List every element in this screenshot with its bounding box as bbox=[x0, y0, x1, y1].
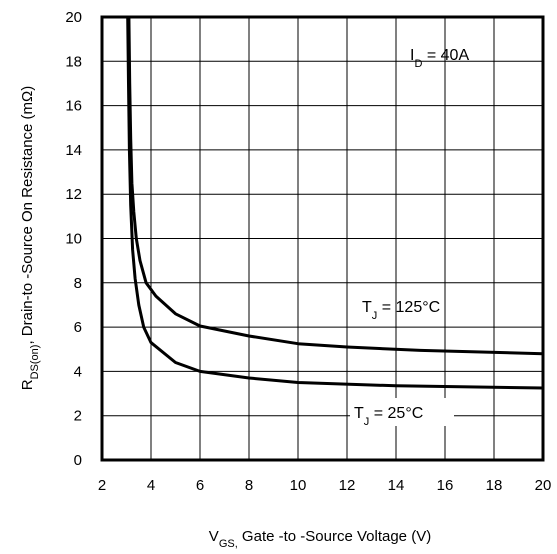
x-tick-label: 20 bbox=[535, 477, 552, 494]
y-tick-label: 2 bbox=[74, 408, 82, 425]
y-tick-label: 10 bbox=[65, 231, 82, 248]
x-tick-label: 8 bbox=[245, 477, 253, 494]
series-line-125c bbox=[127, 16, 544, 356]
series-line-25c bbox=[126, 16, 544, 390]
series-label-125c: TJ = 125°C bbox=[362, 299, 440, 322]
x-tick-label: 14 bbox=[388, 477, 405, 494]
x-tick-label: 4 bbox=[147, 477, 155, 494]
y-tick-label: 14 bbox=[65, 142, 82, 159]
y-axis-label: RDS(on), Drain-to -Source On Resistance … bbox=[19, 86, 41, 390]
series-label-25c: TJ = 25°C bbox=[354, 405, 423, 428]
grid-lines bbox=[101, 16, 544, 461]
annotation-current: ID = 40A bbox=[410, 47, 469, 70]
y-tick-label: 8 bbox=[74, 275, 82, 292]
x-tick-label: 10 bbox=[290, 477, 307, 494]
x-tick-label: 6 bbox=[196, 477, 204, 494]
x-tick-label: 12 bbox=[339, 477, 356, 494]
y-tick-label: 6 bbox=[74, 319, 82, 336]
series-lines bbox=[126, 16, 544, 390]
y-tick-label: 18 bbox=[65, 53, 82, 70]
y-tick-label: 12 bbox=[65, 186, 82, 203]
x-tick-label: 2 bbox=[98, 477, 106, 494]
x-axis-label: VGS, Gate -to -Source Voltage (V) bbox=[209, 528, 431, 550]
series-label-25c-background bbox=[350, 398, 454, 426]
x-tick-labels: 2 4 6 8 10 12 14 16 18 20 bbox=[98, 477, 552, 494]
plot-frame bbox=[100, 15, 545, 462]
y-tick-labels: 0 2 4 6 8 10 12 14 16 18 20 bbox=[65, 9, 82, 469]
y-tick-label: 16 bbox=[65, 98, 82, 115]
x-tick-label: 16 bbox=[437, 477, 454, 494]
x-tick-label: 18 bbox=[486, 477, 503, 494]
y-tick-label: 20 bbox=[65, 9, 82, 26]
y-tick-label: 4 bbox=[74, 363, 82, 380]
y-tick-label: 0 bbox=[74, 452, 82, 469]
